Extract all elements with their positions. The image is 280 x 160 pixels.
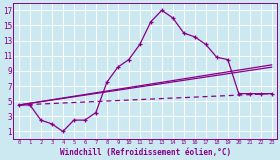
- X-axis label: Windchill (Refroidissement éolien,°C): Windchill (Refroidissement éolien,°C): [60, 148, 231, 157]
